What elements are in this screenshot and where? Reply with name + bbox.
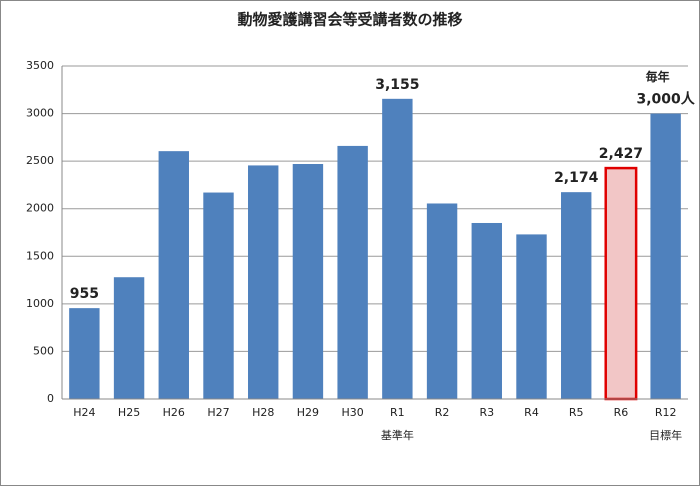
value-label: 3,155: [375, 77, 419, 93]
bar: [382, 98, 413, 400]
x-tick-label: H28: [252, 406, 274, 419]
bar: [426, 203, 458, 399]
x-tick-label: H30: [342, 406, 364, 419]
y-tick-label: 2000: [26, 202, 54, 215]
x-tick-label: H24: [73, 406, 95, 419]
bar: [69, 308, 100, 399]
x-tick-label: R2: [435, 406, 450, 419]
x-tick-label: R6: [614, 406, 629, 419]
y-tick-label: 2500: [26, 154, 54, 167]
y-tick-label: 0: [47, 392, 54, 405]
x-tick-label: R1: [390, 406, 405, 419]
y-tick-label: 500: [33, 344, 54, 357]
bar: [248, 165, 279, 399]
x-tick-label: R3: [479, 406, 494, 419]
bar: [203, 192, 234, 399]
bar: [471, 222, 502, 399]
x-tick-label: H25: [118, 406, 140, 419]
bar: [113, 277, 145, 399]
y-tick-label: 1000: [26, 297, 54, 310]
x-tick-label: H29: [297, 406, 319, 419]
bar: [516, 234, 547, 399]
bar: [292, 163, 324, 399]
bar: [561, 192, 592, 399]
y-tick-label: 3000: [26, 107, 54, 120]
chart-title: 動物愛護講習会等受講者数の推移: [237, 11, 462, 29]
category-note: 基準年: [381, 428, 414, 442]
y-tick-label: 3500: [26, 59, 54, 72]
x-tick-label: H27: [207, 406, 229, 419]
y-tick-label: 1500: [26, 249, 54, 262]
value-label: 955: [70, 286, 99, 302]
bar: [650, 113, 681, 400]
annotation: 毎年: [646, 69, 670, 84]
bar: [337, 145, 368, 399]
value-label: 2,427: [599, 146, 643, 162]
x-tick-label: R12: [655, 406, 677, 419]
value-label: 3,000人: [636, 91, 695, 108]
category-note: 目標年: [649, 428, 682, 442]
x-tick-label: R5: [569, 406, 584, 419]
bar: [604, 166, 638, 401]
x-tick-label: H26: [163, 406, 185, 419]
value-label: 2,174: [554, 170, 599, 186]
bar: [158, 151, 189, 399]
x-tick-label: R4: [524, 406, 539, 419]
